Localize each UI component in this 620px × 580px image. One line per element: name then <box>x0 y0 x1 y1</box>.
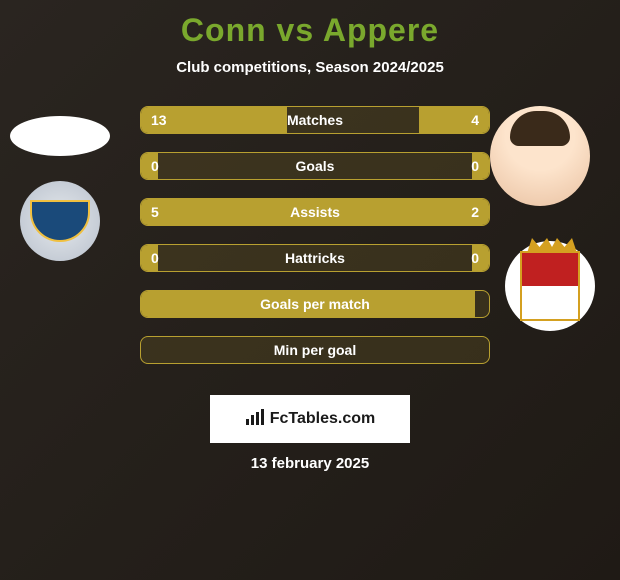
page-title: Conn vs Appere <box>0 0 620 49</box>
team-left-crest-icon <box>30 200 90 242</box>
stat-row-gpm: Goals per match <box>140 290 490 318</box>
player-right-avatar <box>490 106 590 206</box>
left-value: 13 <box>151 112 167 128</box>
crown-icon <box>527 238 577 253</box>
stat-row-goals: 0 Goals 0 <box>140 152 490 180</box>
branding-text: FcTables.com <box>270 410 376 428</box>
stat-label: Min per goal <box>274 342 356 358</box>
subtitle: Club competitions, Season 2024/2025 <box>0 59 620 76</box>
branding-box: FcTables.com <box>210 395 410 443</box>
left-value: 0 <box>151 158 159 174</box>
left-value: 0 <box>151 250 159 266</box>
comparison-area: 13 Matches 4 0 Goals 0 5 Assists 2 0 Hat… <box>0 106 620 396</box>
stat-label: Goals <box>296 158 335 174</box>
team-right-logo <box>505 241 595 331</box>
team-right-crest-icon <box>520 251 580 321</box>
bar-left-fill <box>141 199 378 225</box>
stat-label: Hattricks <box>285 250 345 266</box>
date-label: 13 february 2025 <box>251 455 369 472</box>
stat-row-hattricks: 0 Hattricks 0 <box>140 244 490 272</box>
stat-row-mpg: Min per goal <box>140 336 490 364</box>
stat-row-assists: 5 Assists 2 <box>140 198 490 226</box>
right-value: 0 <box>471 250 479 266</box>
player-right-hair <box>510 111 570 146</box>
stats-bars: 13 Matches 4 0 Goals 0 5 Assists 2 0 Hat… <box>140 106 490 382</box>
stat-label: Assists <box>290 204 340 220</box>
right-value: 0 <box>471 158 479 174</box>
stat-row-matches: 13 Matches 4 <box>140 106 490 134</box>
chart-icon <box>245 409 265 430</box>
right-value: 4 <box>471 112 479 128</box>
stat-label: Matches <box>287 112 343 128</box>
player-left-avatar <box>10 116 110 156</box>
left-value: 5 <box>151 204 159 220</box>
team-left-logo <box>20 181 100 261</box>
right-value: 2 <box>471 204 479 220</box>
stat-label: Goals per match <box>260 296 370 312</box>
